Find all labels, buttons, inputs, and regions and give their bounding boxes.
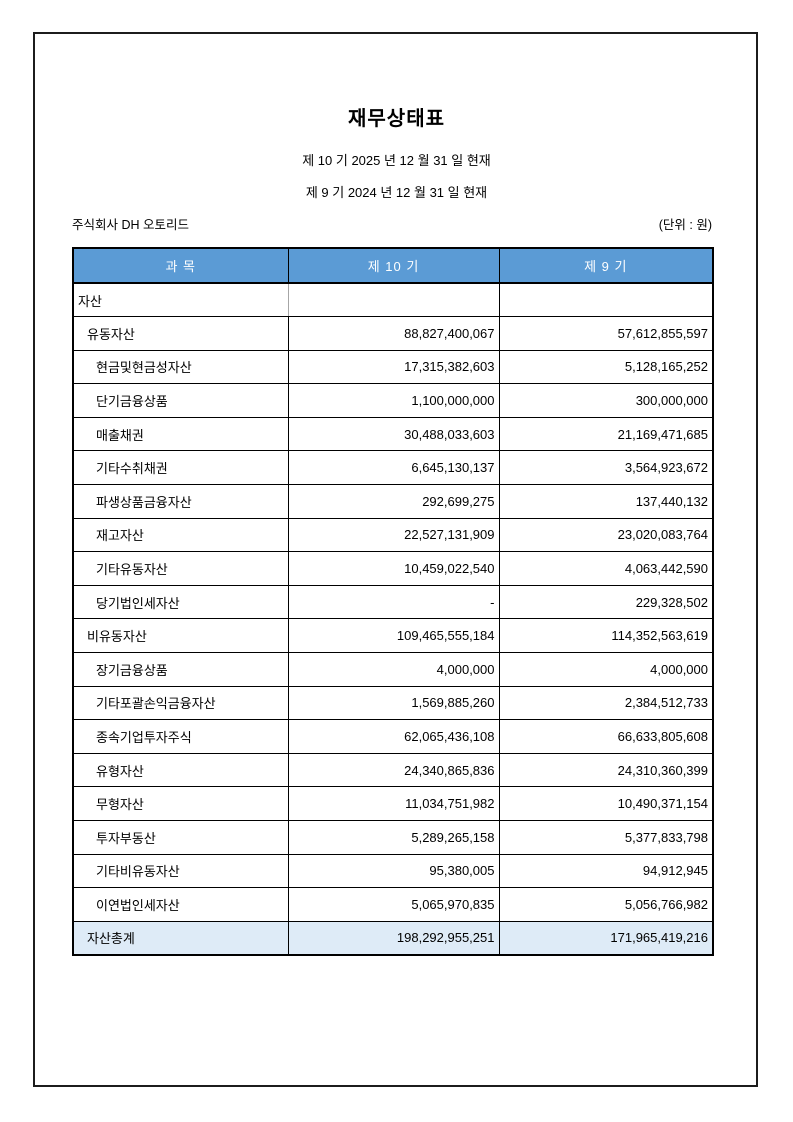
account-cell: 재고자산: [72, 517, 289, 553]
account-cell: 당기법인세자산: [72, 584, 289, 620]
value-cell-term9: 4,000,000: [498, 652, 714, 687]
value-cell-term10: 5,289,265,158: [287, 820, 500, 855]
value-cell-term10: 88,827,400,067: [287, 316, 500, 351]
account-cell: 무형자산: [72, 786, 289, 821]
value-cell-term10: 5,065,970,835: [287, 887, 500, 922]
value-cell-term10: 4,000,000: [287, 652, 500, 687]
value-cell-term9: 300,000,000: [498, 383, 714, 418]
account-cell: 기타수취채권: [72, 450, 289, 486]
company-name: 주식회사 DH 오토리드: [72, 218, 190, 232]
header-term9: 제 9 기: [498, 247, 714, 284]
header-row: 과 목 제 10 기 제 9 기: [72, 247, 714, 284]
account-cell: 파생상품금융자산: [72, 484, 289, 519]
account-cell: 매출채권: [72, 416, 289, 452]
table-row: 기타포괄손익금융자산 1,569,885,260 2,384,512,733: [72, 685, 714, 721]
header-term10: 제 10 기: [287, 247, 500, 284]
account-cell: 종속기업투자주식: [72, 719, 289, 754]
value-cell-term9: 24,310,360,399: [498, 752, 714, 788]
value-cell-term9: 57,612,855,597: [498, 316, 714, 351]
table-header: 과 목 제 10 기 제 9 기: [72, 247, 714, 284]
value-cell-term9: 4,063,442,590: [498, 551, 714, 586]
table-row: 비유동자산 109,465,555,184 114,352,563,619: [72, 618, 714, 654]
table-row: 당기법인세자산 -229,328,502: [72, 584, 714, 620]
meta-row: 주식회사 DH 오토리드 (단위 : 원): [72, 214, 712, 233]
table-body: 자산 유동자산 88,827,400,067 57,612,855,597 현금및현금성…: [72, 282, 714, 956]
balance-sheet-table: 과 목 제 10 기 제 9 기 자산 유동자산 88,827,400,067 57,…: [72, 247, 714, 956]
table-row: 자산총계 198,292,955,251 171,965,419,216: [72, 920, 714, 956]
value-cell-term10: 1,100,000,000: [287, 383, 500, 418]
account-cell: 장기금융상품: [72, 652, 289, 687]
unit-note: (단위 : 원): [658, 218, 712, 232]
value-cell-term9: 2,384,512,733: [498, 685, 714, 721]
value-cell-term9: 229,328,502: [498, 584, 714, 620]
table-row: 유동자산 88,827,400,067 57,612,855,597: [72, 316, 714, 351]
table-row: 단기금융상품 1,100,000,000 300,000,000: [72, 383, 714, 418]
table-row: 무형자산 11,034,751,982 10,490,371,154: [72, 786, 714, 821]
value-cell-term10: 17,315,382,603: [287, 349, 500, 385]
value-cell-term10: 109,465,555,184: [287, 618, 500, 654]
value-cell-term9: 94,912,945: [498, 853, 714, 889]
table-row: 투자부동산 5,289,265,158 5,377,833,798: [72, 820, 714, 855]
document-title: 재무상태표: [348, 108, 445, 130]
account-cell: 현금및현금성자산: [72, 349, 289, 385]
value-cell-term9: 114,352,563,619: [498, 618, 714, 654]
value-cell-term10: 1,569,885,260: [287, 685, 500, 721]
table-row: 기타유동자산 10,459,022,540 4,063,442,590: [72, 551, 714, 586]
value-cell-term9: 3,564,923,672: [498, 450, 714, 486]
value-cell-term10: 30,488,033,603: [287, 416, 500, 452]
value-cell-term10: 24,340,865,836: [287, 752, 500, 788]
value-cell-term9: 171,965,419,216: [498, 920, 714, 956]
value-cell-term10: 62,065,436,108: [287, 719, 500, 754]
account-cell: 자산: [72, 282, 289, 318]
value-cell-term10: [287, 282, 500, 318]
value-cell-term9: 5,377,833,798: [498, 820, 714, 855]
period-line-term10: 제 10 기 2025 년 12 월 31 일 현재: [302, 153, 491, 168]
value-cell-term10: 292,699,275: [287, 484, 500, 519]
account-cell: 유형자산: [72, 752, 289, 788]
value-cell-term9: [498, 282, 714, 318]
table-row: 매출채권 30,488,033,603 21,169,471,685: [72, 416, 714, 452]
account-cell: 단기금융상품: [72, 383, 289, 418]
table-row: 기타수취채권 6,645,130,137 3,564,923,672: [72, 450, 714, 486]
table-row: 재고자산 22,527,131,909 23,020,083,764: [72, 517, 714, 553]
table-row: 유형자산 24,340,865,836 24,310,360,399: [72, 752, 714, 788]
period-line-term9: 제 9 기 2024 년 12 월 31 일 현재: [305, 185, 488, 200]
account-cell: 유동자산: [72, 316, 289, 351]
account-cell: 이연법인세자산: [72, 887, 289, 922]
value-cell-term9: 21,169,471,685: [498, 416, 714, 452]
account-cell: 기타포괄손익금융자산: [72, 685, 289, 721]
table-row: 파생상품금융자산 292,699,275 137,440,132: [72, 484, 714, 519]
table-row: 현금및현금성자산 17,315,382,603 5,128,165,252: [72, 349, 714, 385]
value-cell-term9: 66,633,805,608: [498, 719, 714, 754]
value-cell-term9: 10,490,371,154: [498, 786, 714, 821]
account-cell: 기타비유동자산: [72, 853, 289, 889]
value-cell-term10: 6,645,130,137: [287, 450, 500, 486]
value-cell-term10: 10,459,022,540: [287, 551, 500, 586]
value-cell-term10: 11,034,751,982: [287, 786, 500, 821]
account-cell: 비유동자산: [72, 618, 289, 654]
value-cell-term9: 137,440,132: [498, 484, 714, 519]
account-cell: 투자부동산: [72, 820, 289, 855]
table-row: 이연법인세자산 5,065,970,835 5,056,766,982: [72, 887, 714, 922]
value-cell-term10: 198,292,955,251: [287, 920, 500, 956]
header-account: 과 목: [72, 247, 289, 284]
value-cell-term9: 5,128,165,252: [498, 349, 714, 385]
table-row: 종속기업투자주식 62,065,436,108 66,633,805,608: [72, 719, 714, 754]
account-cell: 기타유동자산: [72, 551, 289, 586]
value-cell-term10: -: [287, 584, 500, 620]
table-row: 장기금융상품 4,000,000 4,000,000: [72, 652, 714, 687]
value-cell-term9: 23,020,083,764: [498, 517, 714, 553]
table-row: 자산: [72, 282, 714, 318]
value-cell-term9: 5,056,766,982: [498, 887, 714, 922]
table-row: 기타비유동자산 95,380,005 94,912,945: [72, 853, 714, 889]
value-cell-term10: 22,527,131,909: [287, 517, 500, 553]
value-cell-term10: 95,380,005: [287, 853, 500, 889]
account-cell: 자산총계: [72, 920, 289, 956]
page-border: [33, 32, 758, 1087]
